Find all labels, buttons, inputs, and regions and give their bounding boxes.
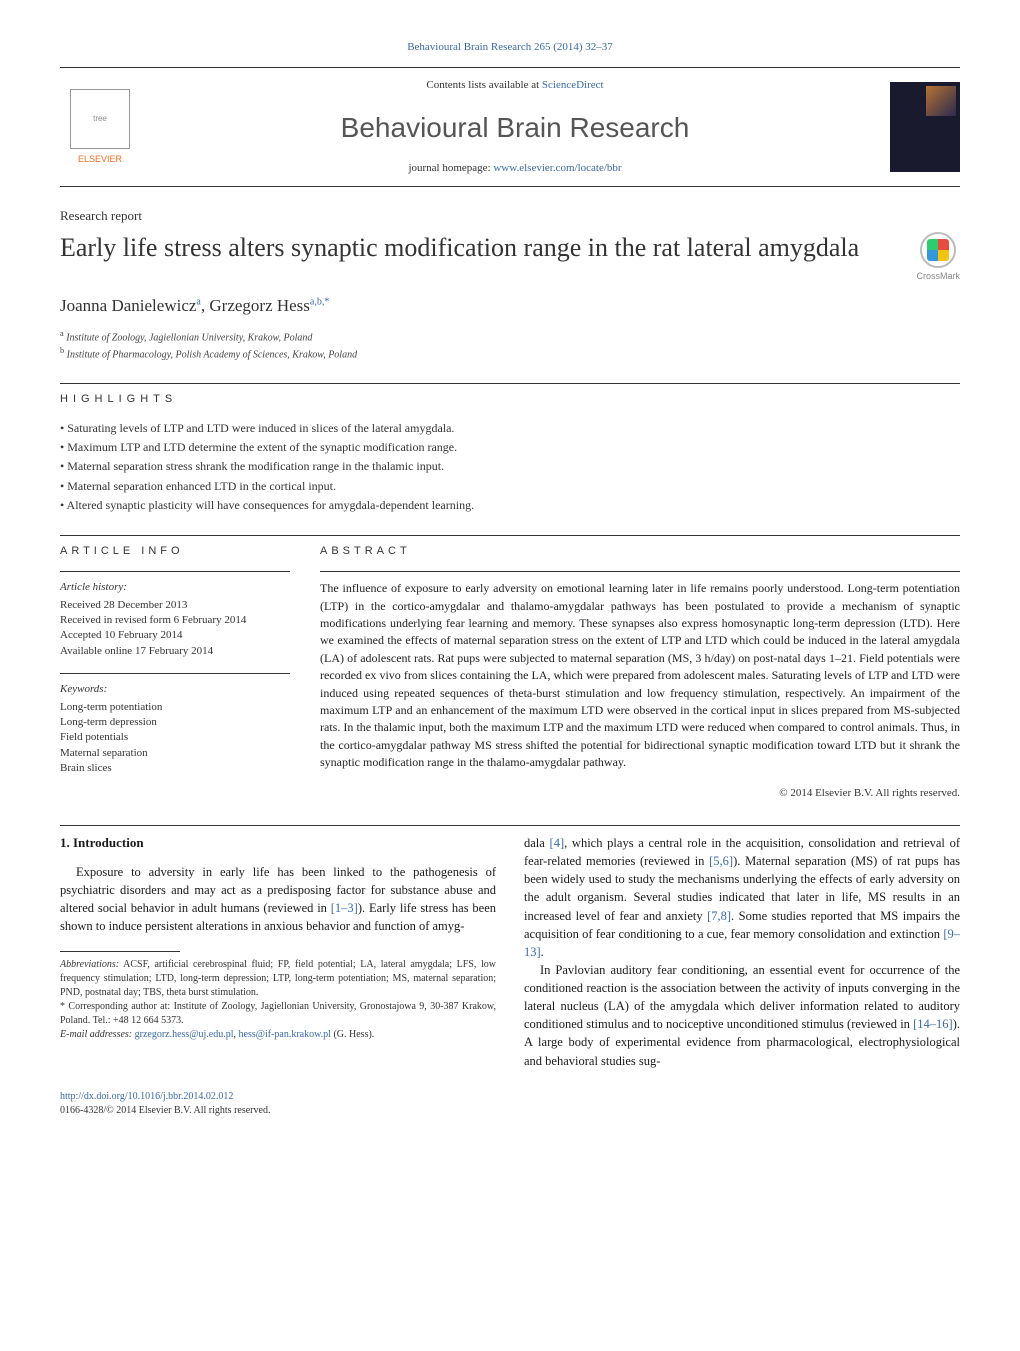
keywords-lines: Long-term potentiation Long-term depress…: [60, 700, 290, 777]
highlight-item: Maternal separation enhanced LTD in the …: [60, 477, 960, 496]
elsevier-tree-icon: tree: [70, 89, 130, 149]
rule: [60, 535, 960, 536]
report-type: Research report: [60, 207, 960, 225]
ref-link[interactable]: [4]: [550, 836, 565, 850]
footnotes: Abbreviations: ACSF, artificial cerebros…: [60, 951, 496, 1042]
masthead-center: Contents lists available at ScienceDirec…: [140, 78, 890, 176]
elsevier-logo: tree ELSEVIER: [60, 89, 140, 166]
keyword: Maternal separation: [60, 746, 290, 761]
abstract-copyright: © 2014 Elsevier B.V. All rights reserved…: [320, 786, 960, 801]
affiliation-b: Institute of Pharmacology, Polish Academ…: [67, 350, 357, 361]
abstract-text: The influence of exposure to early adver…: [320, 580, 960, 771]
rule: [60, 383, 960, 384]
rule: [60, 673, 290, 674]
author-1: Joanna Danielewicz: [60, 296, 196, 315]
author-2-affil: a,b,: [310, 296, 324, 307]
history-line: Received in revised form 6 February 2014: [60, 613, 290, 628]
email-link-1[interactable]: grzegorz.hess@uj.edu.pl: [135, 1029, 234, 1040]
article-info-col: article info Article history: Received 2…: [60, 544, 290, 801]
body-paragraph: In Pavlovian auditory fear conditioning,…: [524, 961, 960, 1070]
author-2: Grzegorz Hess: [209, 296, 310, 315]
ref-link[interactable]: [1–3]: [331, 901, 358, 915]
keyword: Brain slices: [60, 761, 290, 776]
abstract-col: abstract The influence of exposure to ea…: [320, 544, 960, 801]
body-paragraph: dala [4], which plays a central role in …: [524, 834, 960, 961]
history-line: Received 28 December 2013: [60, 598, 290, 613]
issn-line: 0166-4328/© 2014 Elsevier B.V. All right…: [60, 1104, 960, 1118]
keyword: Long-term potentiation: [60, 700, 290, 715]
highlight-item: Maternal separation stress shrank the mo…: [60, 457, 960, 476]
footnotes-rule: [60, 951, 180, 952]
doi-link[interactable]: http://dx.doi.org/10.1016/j.bbr.2014.02.…: [60, 1091, 233, 1102]
corr-text: Corresponding author at: Institute of Zo…: [60, 1001, 496, 1026]
authors: Joanna Danielewicza, Grzegorz Hessa,b,*: [60, 294, 960, 318]
article-title: Early life stress alters synaptic modifi…: [60, 232, 916, 265]
header-citation: Behavioural Brain Research 265 (2014) 32…: [60, 40, 960, 55]
ref-link[interactable]: [5,6]: [709, 854, 733, 868]
section-heading: 1. Introduction: [60, 834, 496, 853]
history-heading: Article history:: [60, 580, 290, 595]
body-columns: 1. Introduction Exposure to adversity in…: [60, 834, 960, 1070]
abbrev-text: ACSF, artificial cerebrospinal fluid; FP…: [60, 959, 496, 998]
article-info-heading: article info: [60, 544, 290, 559]
contents-prefix: Contents lists available at: [426, 79, 541, 91]
affiliation-a: Institute of Zoology, Jagiellonian Unive…: [66, 332, 312, 343]
abbrev-label: Abbreviations:: [60, 959, 119, 970]
masthead: tree ELSEVIER Contents lists available a…: [60, 67, 960, 187]
footer: http://dx.doi.org/10.1016/j.bbr.2014.02.…: [60, 1090, 960, 1118]
highlight-item: Saturating levels of LTP and LTD were in…: [60, 419, 960, 438]
history-line: Accepted 10 February 2014: [60, 628, 290, 643]
rule: [320, 571, 960, 572]
keyword: Long-term depression: [60, 715, 290, 730]
highlight-item: Maximum LTP and LTD determine the extent…: [60, 438, 960, 457]
crossmark-icon: [927, 239, 949, 261]
rule: [60, 571, 290, 572]
keyword: Field potentials: [60, 730, 290, 745]
crossmark-badge[interactable]: CrossMark: [916, 232, 960, 283]
rule: [60, 825, 960, 826]
crossmark-label: CrossMark: [916, 270, 960, 283]
highlights-heading: highlights: [60, 392, 960, 407]
homepage-link[interactable]: www.elsevier.com/locate/bbr: [493, 162, 621, 174]
cover-thumb-image: [926, 86, 956, 116]
history-lines: Received 28 December 2013 Received in re…: [60, 598, 290, 660]
email-link-2[interactable]: hess@if-pan.krakow.pl: [239, 1029, 331, 1040]
sciencedirect-link[interactable]: ScienceDirect: [542, 79, 604, 91]
history-line: Available online 17 February 2014: [60, 644, 290, 659]
keywords-heading: Keywords:: [60, 682, 290, 697]
body-paragraph: Exposure to adversity in early life has …: [60, 863, 496, 936]
homepage-prefix: journal homepage:: [408, 162, 493, 174]
ref-link[interactable]: [14–16]: [913, 1017, 953, 1031]
ref-link[interactable]: [7,8]: [707, 909, 731, 923]
abstract-heading: abstract: [320, 544, 960, 559]
elsevier-label: ELSEVIER: [78, 153, 122, 166]
highlight-item: Altered synaptic plasticity will have co…: [60, 496, 960, 515]
email-label: E-mail addresses:: [60, 1029, 132, 1040]
affiliations: a Institute of Zoology, Jagiellonian Uni…: [60, 328, 960, 363]
corresponding-star: *: [324, 296, 329, 307]
journal-cover-thumb: [890, 82, 960, 172]
journal-name: Behavioural Brain Research: [140, 108, 890, 147]
highlights-list: Saturating levels of LTP and LTD were in…: [60, 419, 960, 515]
